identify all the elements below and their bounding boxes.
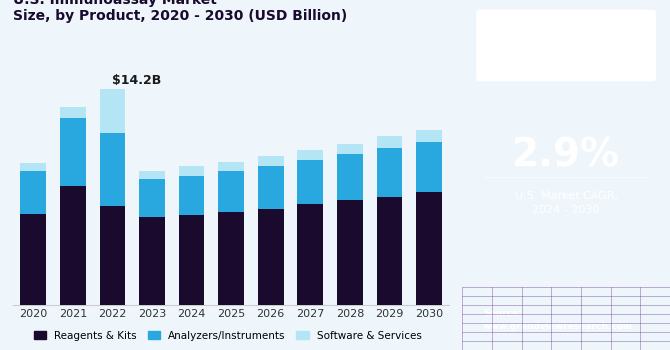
Bar <box>297 160 323 204</box>
Bar <box>139 217 165 304</box>
Bar <box>20 163 46 171</box>
Bar <box>139 171 165 178</box>
Bar <box>416 192 442 304</box>
Bar <box>416 142 442 192</box>
Bar <box>297 150 323 160</box>
Bar <box>258 156 283 167</box>
Bar <box>218 171 244 212</box>
Legend: Reagents & Kits, Analyzers/Instruments, Software & Services: Reagents & Kits, Analyzers/Instruments, … <box>29 327 426 345</box>
Bar <box>139 178 165 217</box>
Text: 2.9%: 2.9% <box>512 137 620 175</box>
Bar <box>218 162 244 171</box>
Bar <box>100 206 125 304</box>
Bar <box>20 171 46 214</box>
Bar <box>377 148 403 197</box>
Bar <box>258 167 283 209</box>
Bar <box>218 212 244 304</box>
Bar <box>179 215 204 304</box>
Bar <box>100 133 125 206</box>
Bar <box>179 167 204 176</box>
Bar <box>416 130 442 142</box>
Bar <box>20 214 46 304</box>
Bar <box>337 200 362 304</box>
Bar <box>258 209 283 304</box>
Text: GRAND VIEW RESEARCH: GRAND VIEW RESEARCH <box>514 50 618 59</box>
Bar <box>60 118 86 186</box>
Bar <box>179 176 204 215</box>
Bar <box>337 154 362 200</box>
Text: U.S. Market CAGR,
2024 - 2030: U.S. Market CAGR, 2024 - 2030 <box>515 191 618 215</box>
Bar <box>337 144 362 154</box>
FancyBboxPatch shape <box>477 10 655 80</box>
Bar <box>377 197 403 304</box>
Bar <box>297 204 323 304</box>
Text: GVR: GVR <box>548 26 584 41</box>
Bar <box>60 107 86 118</box>
Text: Source:
www.grandviewresearch.com: Source: www.grandviewresearch.com <box>483 309 633 331</box>
Bar <box>60 186 86 304</box>
Text: $14.2B: $14.2B <box>113 74 161 87</box>
Bar <box>377 136 403 148</box>
Text: U.S. Immunoassay Market
Size, by Product, 2020 - 2030 (USD Billion): U.S. Immunoassay Market Size, by Product… <box>13 0 348 23</box>
Bar <box>100 89 125 133</box>
